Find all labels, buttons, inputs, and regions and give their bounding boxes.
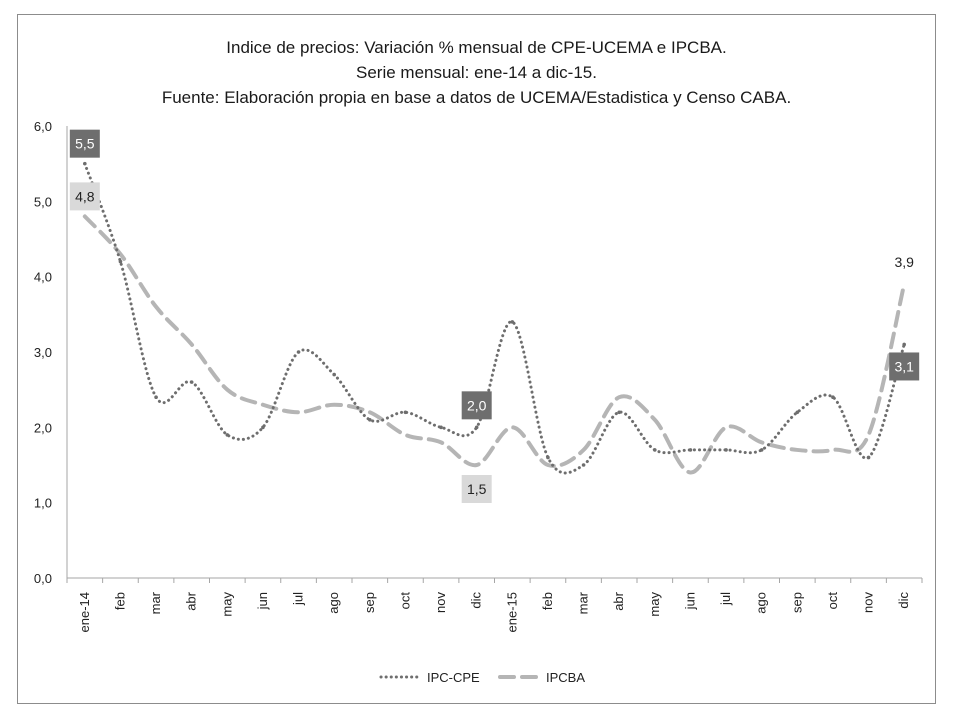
x-tick-label: may [219, 592, 234, 617]
data-point [724, 448, 728, 452]
x-tick-label: ene-15 [504, 592, 519, 632]
x-tick-label: may [647, 592, 662, 617]
y-tick-label: 2,0 [34, 420, 52, 435]
x-tick-label: nov [861, 592, 876, 613]
x-tick-label: ago [754, 592, 769, 614]
x-tick-label: dic [469, 592, 484, 609]
chart-frame: Indice de precios: Variación % mensual d… [17, 14, 936, 704]
data-label-box [461, 475, 492, 503]
y-axis: 0,0 1,0 2,0 3,0 4,0 5,0 6,0 [34, 119, 68, 586]
data-label: 1,5 [467, 481, 487, 497]
data-point [189, 380, 194, 384]
x-tick-label: jun [682, 592, 697, 610]
data-point [261, 425, 265, 430]
legend-label: IPC-CPE [427, 670, 480, 685]
data-point [617, 410, 621, 415]
series-line-ipcba [82, 214, 907, 475]
title-line-2: Serie mensual: ene-14 a dic-15. [356, 63, 597, 82]
x-tick-label: ago [326, 592, 341, 614]
chart-title: Indice de precios: Variación % mensual d… [18, 35, 935, 110]
data-point [368, 418, 372, 422]
x-tick-label: abr [184, 591, 199, 610]
y-tick-label: 4,0 [34, 270, 52, 285]
data-point [831, 395, 835, 400]
data-point [653, 448, 657, 452]
x-tick-label: mar [148, 591, 163, 614]
data-label: 5,5 [75, 136, 95, 152]
data-point [296, 350, 301, 354]
series-lines [82, 161, 907, 475]
data-point [902, 342, 906, 347]
y-tick-label: 1,0 [34, 496, 52, 511]
data-label-box [889, 248, 920, 277]
data-point [795, 410, 800, 415]
x-axis: ene-14 feb mar abr may jun jul ago sep oct nov dic e… [66, 577, 923, 632]
y-tick-label: 6,0 [34, 119, 52, 134]
data-point [759, 448, 764, 452]
data-label-box [69, 129, 100, 158]
data-point [510, 320, 515, 324]
y-tick-label: 5,0 [34, 194, 52, 209]
data-point [866, 455, 871, 460]
data-point [581, 463, 586, 467]
x-tick-label: feb [112, 592, 127, 610]
data-label-box [889, 352, 920, 381]
legend: IPC-CPE IPCBA [379, 670, 585, 685]
legend-label: IPCBA [546, 670, 585, 685]
series-line-ipc-cpe [83, 162, 906, 475]
data-point [83, 161, 87, 166]
x-tick-label: mar [576, 591, 591, 614]
title-line-1: Indice de precios: Variación % mensual d… [226, 38, 727, 57]
x-tick-label: dic [896, 592, 911, 609]
data-point [546, 455, 550, 460]
x-tick-label: sep [362, 592, 377, 613]
data-point [474, 425, 479, 430]
title-line-3: Fuente: Elaboración propia en base a dat… [161, 88, 792, 107]
data-label: 2,0 [467, 397, 487, 413]
data-point [403, 410, 408, 415]
data-point [688, 448, 693, 452]
data-point [118, 259, 123, 264]
y-tick-label: 3,0 [34, 345, 52, 360]
x-tick-label: nov [433, 592, 448, 613]
x-tick-label: abr [611, 591, 626, 610]
data-label: 4,8 [75, 188, 95, 204]
x-tick-label: jul [291, 592, 306, 606]
data-label-box [69, 182, 100, 211]
data-label: 3,1 [894, 358, 914, 374]
x-tick-label: feb [540, 592, 555, 610]
x-tick-label: jun [255, 592, 270, 610]
data-labels: 5,5 4,8 2,0 1,5 3,9 3,1 [69, 129, 920, 503]
data-point [439, 425, 443, 430]
data-point [225, 433, 230, 437]
data-label: 3,9 [894, 254, 914, 270]
data-label-box [461, 391, 492, 420]
x-tick-label: sep [789, 592, 804, 613]
x-tick-label: ene-14 [77, 592, 92, 632]
data-point [332, 372, 336, 377]
data-point [154, 395, 158, 400]
y-tick-label: 0,0 [34, 571, 52, 586]
x-tick-label: oct [825, 592, 840, 610]
x-tick-label: jul [718, 592, 733, 606]
x-tick-label: oct [397, 592, 412, 610]
